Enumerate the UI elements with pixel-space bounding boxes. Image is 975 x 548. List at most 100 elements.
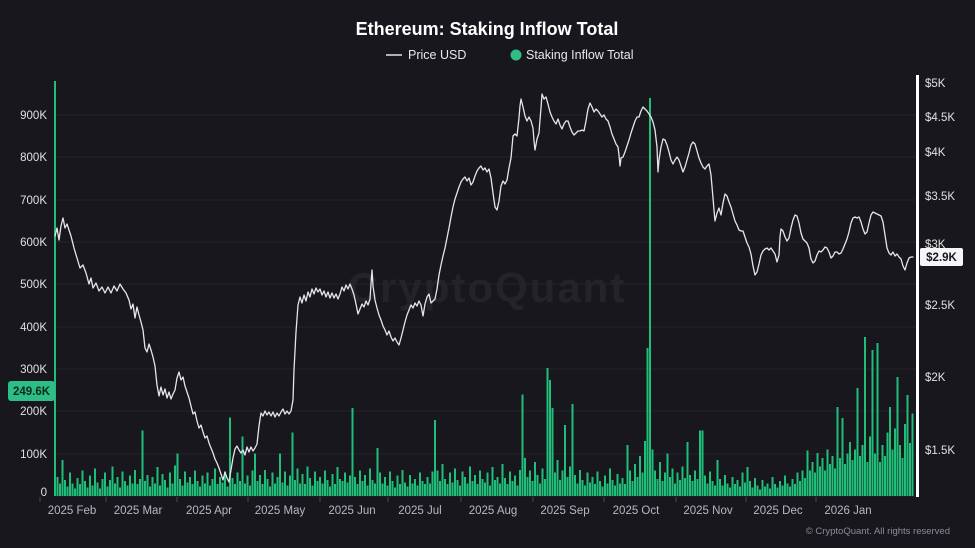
inflow-bar bbox=[569, 466, 571, 496]
inflow-bar bbox=[761, 479, 764, 496]
inflow-bar bbox=[206, 472, 209, 496]
inflow-bar bbox=[809, 470, 811, 496]
inflow-bar bbox=[526, 476, 529, 496]
inflow-bar bbox=[744, 482, 746, 496]
inflow-bar bbox=[256, 481, 259, 496]
inflow-bar bbox=[824, 470, 826, 496]
inflow-bar bbox=[689, 474, 691, 496]
inflow-bar bbox=[259, 474, 261, 496]
inflow-bar bbox=[379, 472, 381, 496]
inflow-bar bbox=[369, 468, 371, 496]
inflow-bar bbox=[754, 478, 756, 496]
inflow-bar bbox=[601, 486, 604, 496]
inflow-bar bbox=[454, 468, 456, 496]
inflow-bar bbox=[669, 476, 671, 496]
inflow-bar bbox=[571, 404, 574, 496]
inflow-bar bbox=[519, 469, 521, 496]
inflow-bar bbox=[404, 482, 406, 496]
month-label: 2025 Nov bbox=[683, 505, 732, 517]
left-axis-label: 300K bbox=[20, 364, 47, 376]
inflow-bar bbox=[361, 481, 364, 496]
legend-item-inflow[interactable]: Staking Inflow Total bbox=[510, 48, 634, 62]
inflow-bar bbox=[326, 479, 329, 496]
inflow-bar bbox=[384, 476, 386, 496]
inflow-bar bbox=[471, 481, 474, 496]
inflow-bar bbox=[631, 481, 634, 496]
inflow-bar bbox=[699, 430, 701, 496]
inflow-bar bbox=[374, 483, 376, 496]
inflow-bar bbox=[246, 475, 249, 496]
inflow-bar bbox=[344, 472, 346, 496]
inflow-bar bbox=[289, 475, 291, 496]
inflow-bar bbox=[244, 483, 246, 496]
inflow-bar bbox=[909, 443, 911, 496]
inflow-bar bbox=[166, 487, 169, 496]
inflow-bar bbox=[464, 476, 466, 496]
inflow-bar bbox=[199, 486, 201, 496]
inflow-bar bbox=[386, 485, 389, 496]
left-axis-label: 400K bbox=[20, 322, 47, 334]
inflow-bar bbox=[179, 479, 181, 496]
inflow-bar bbox=[599, 481, 601, 496]
inflow-bar bbox=[701, 430, 704, 496]
inflow-bar bbox=[711, 481, 714, 496]
inflow-bar bbox=[654, 470, 656, 496]
inflow-bar bbox=[561, 470, 564, 496]
inflow-bar bbox=[134, 469, 136, 496]
inflow-bar bbox=[879, 462, 881, 496]
inflow-bar bbox=[771, 476, 774, 496]
inflow-bar bbox=[516, 485, 519, 496]
inflow-bar bbox=[836, 407, 839, 496]
inflow-bar bbox=[431, 471, 434, 496]
inflow-bar bbox=[176, 453, 179, 496]
inflow-bar bbox=[556, 460, 559, 496]
left-axis-labels: 900K 800K 700K 600K 500K 400K 300K 200K 100K 0 bbox=[20, 110, 47, 499]
inflow-bar bbox=[911, 413, 914, 496]
inflow-bar bbox=[899, 445, 901, 496]
inflow-bar bbox=[896, 377, 899, 496]
inflow-bar bbox=[391, 481, 394, 496]
inflow-bar bbox=[231, 478, 234, 496]
inflow-bar bbox=[169, 472, 171, 496]
inflow-bar bbox=[776, 487, 779, 496]
inflow-bar bbox=[791, 479, 794, 496]
inflow-bar bbox=[209, 485, 211, 496]
inflow-bar bbox=[826, 449, 829, 496]
inflow-bar bbox=[656, 479, 659, 496]
inflow-bar bbox=[536, 474, 539, 496]
inflow-bar bbox=[736, 479, 739, 496]
inflow-bar bbox=[96, 482, 99, 496]
inflow-bar bbox=[94, 468, 96, 496]
inflow-bar bbox=[164, 479, 166, 496]
inflow-bar bbox=[366, 485, 369, 496]
inflow-bar bbox=[819, 466, 821, 496]
inflow-bar bbox=[319, 476, 321, 496]
inflow-bar bbox=[604, 475, 606, 496]
inflow-bar bbox=[859, 455, 861, 496]
inflow-bar bbox=[741, 472, 744, 496]
inflow-bar bbox=[84, 481, 86, 496]
inflow-bar bbox=[276, 476, 279, 496]
inflow-bar bbox=[124, 481, 126, 496]
inflow-bar bbox=[521, 394, 524, 496]
inflow-bar bbox=[766, 483, 769, 496]
inflow-bar bbox=[346, 482, 349, 496]
inflow-bar bbox=[414, 479, 416, 496]
inflow-bar bbox=[146, 474, 149, 496]
inflow-bar bbox=[576, 483, 579, 496]
inflow-bar bbox=[884, 455, 886, 496]
month-label: 2025 Jun bbox=[328, 505, 375, 517]
month-label: 2025 Apr bbox=[186, 505, 232, 517]
inflow-bar bbox=[279, 453, 281, 496]
inflow-bar bbox=[906, 394, 909, 496]
inflow-bar bbox=[839, 457, 841, 496]
inflow-bar bbox=[579, 469, 581, 496]
legend-item-price[interactable]: Price USD bbox=[386, 48, 466, 62]
inflow-bar bbox=[189, 476, 191, 496]
inflow-bar bbox=[239, 481, 241, 496]
inflow-bar bbox=[704, 475, 706, 496]
inflow-bar bbox=[679, 479, 681, 496]
left-axis-label: 200K bbox=[20, 406, 47, 418]
inflow-bar bbox=[686, 441, 689, 496]
